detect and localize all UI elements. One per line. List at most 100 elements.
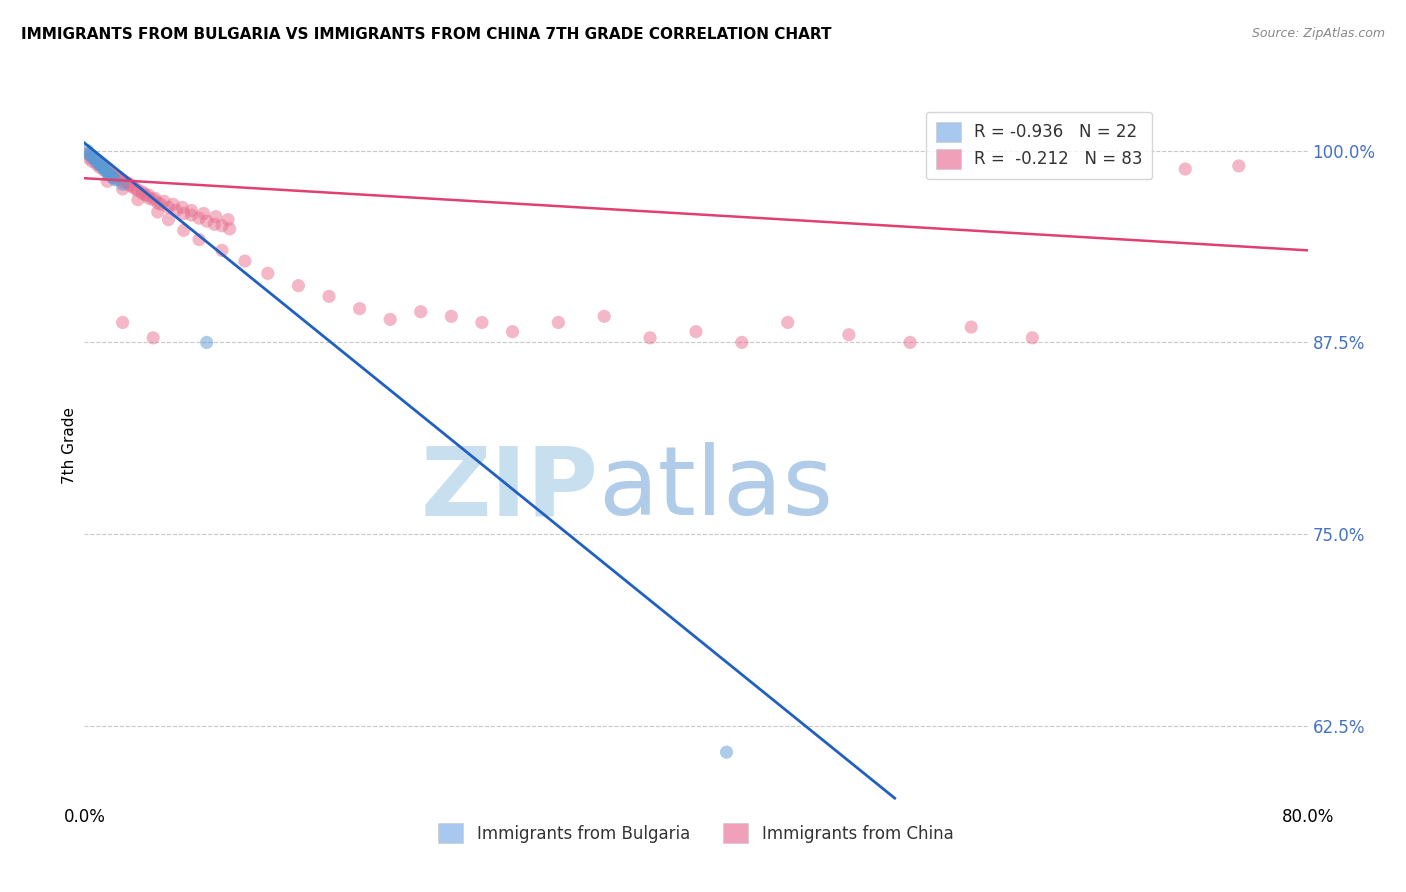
Point [287,278,309,293]
Point [776,316,799,330]
Point [107,173,129,187]
Point [960,320,983,334]
Text: ZIP: ZIP [420,442,598,535]
Text: atlas: atlas [598,442,834,535]
Point [107,169,129,184]
Point [91,159,114,173]
Point [80,150,103,164]
Point [93,163,115,178]
Point [173,223,195,237]
Point [96,165,118,179]
Point [83,151,105,165]
Point [162,197,184,211]
Point [547,316,569,330]
Point [125,182,148,196]
Point [193,206,215,220]
Point [195,335,218,350]
Point [115,176,138,190]
Point [111,316,134,330]
Point [80,154,103,169]
Point [86,154,108,169]
Point [104,168,127,182]
Point [131,185,153,199]
Point [180,208,202,222]
Point [349,301,371,316]
Point [91,161,114,175]
Point [112,176,135,190]
Point [380,312,402,326]
Point [84,153,107,167]
Point [120,178,142,192]
Point [731,335,754,350]
Y-axis label: 7th Grade: 7th Grade [62,408,77,484]
Point [86,154,108,169]
Point [96,174,118,188]
Point [138,188,160,202]
Point [87,156,110,170]
Point [146,195,169,210]
Point [120,178,142,193]
Point [143,191,166,205]
Point [93,161,115,176]
Point [685,325,707,339]
Point [101,169,124,184]
Point [77,146,100,161]
Point [77,151,100,165]
Point [157,200,180,214]
Point [131,186,153,201]
Point [135,188,157,202]
Point [211,219,233,233]
Point [127,184,149,198]
Point [716,745,738,759]
Point [98,168,121,182]
Point [188,233,211,247]
Point [97,167,120,181]
Point [103,169,125,184]
Point [149,197,172,211]
Point [79,148,101,162]
Point [1174,161,1197,176]
Point [76,146,98,161]
Point [233,254,256,268]
Point [502,325,524,339]
Point [205,210,228,224]
Text: IMMIGRANTS FROM BULGARIA VS IMMIGRANTS FROM CHINA 7TH GRADE CORRELATION CHART: IMMIGRANTS FROM BULGARIA VS IMMIGRANTS F… [21,27,831,42]
Point [138,191,160,205]
Point [173,206,195,220]
Point [97,167,120,181]
Point [142,193,165,207]
Point [86,157,108,171]
Point [180,203,202,218]
Point [471,316,494,330]
Point [409,304,432,318]
Point [898,335,921,350]
Legend: Immigrants from Bulgaria, Immigrants from China: Immigrants from Bulgaria, Immigrants fro… [430,814,962,852]
Point [593,310,616,324]
Point [211,244,233,258]
Point [89,156,111,170]
Point [146,205,169,219]
Point [83,151,105,165]
Point [111,182,134,196]
Point [440,310,463,324]
Point [89,157,111,171]
Point [89,161,111,175]
Point [218,222,240,236]
Point [188,211,211,226]
Point [111,173,134,187]
Point [257,266,280,280]
Point [165,203,187,218]
Point [638,331,661,345]
Point [172,200,194,214]
Point [111,178,134,192]
Point [127,193,149,207]
Point [104,173,127,187]
Point [142,331,165,345]
Point [195,214,218,228]
Point [79,148,101,162]
Point [101,165,124,179]
Point [838,327,860,342]
Point [94,163,117,178]
Point [202,217,225,231]
Point [122,180,145,194]
